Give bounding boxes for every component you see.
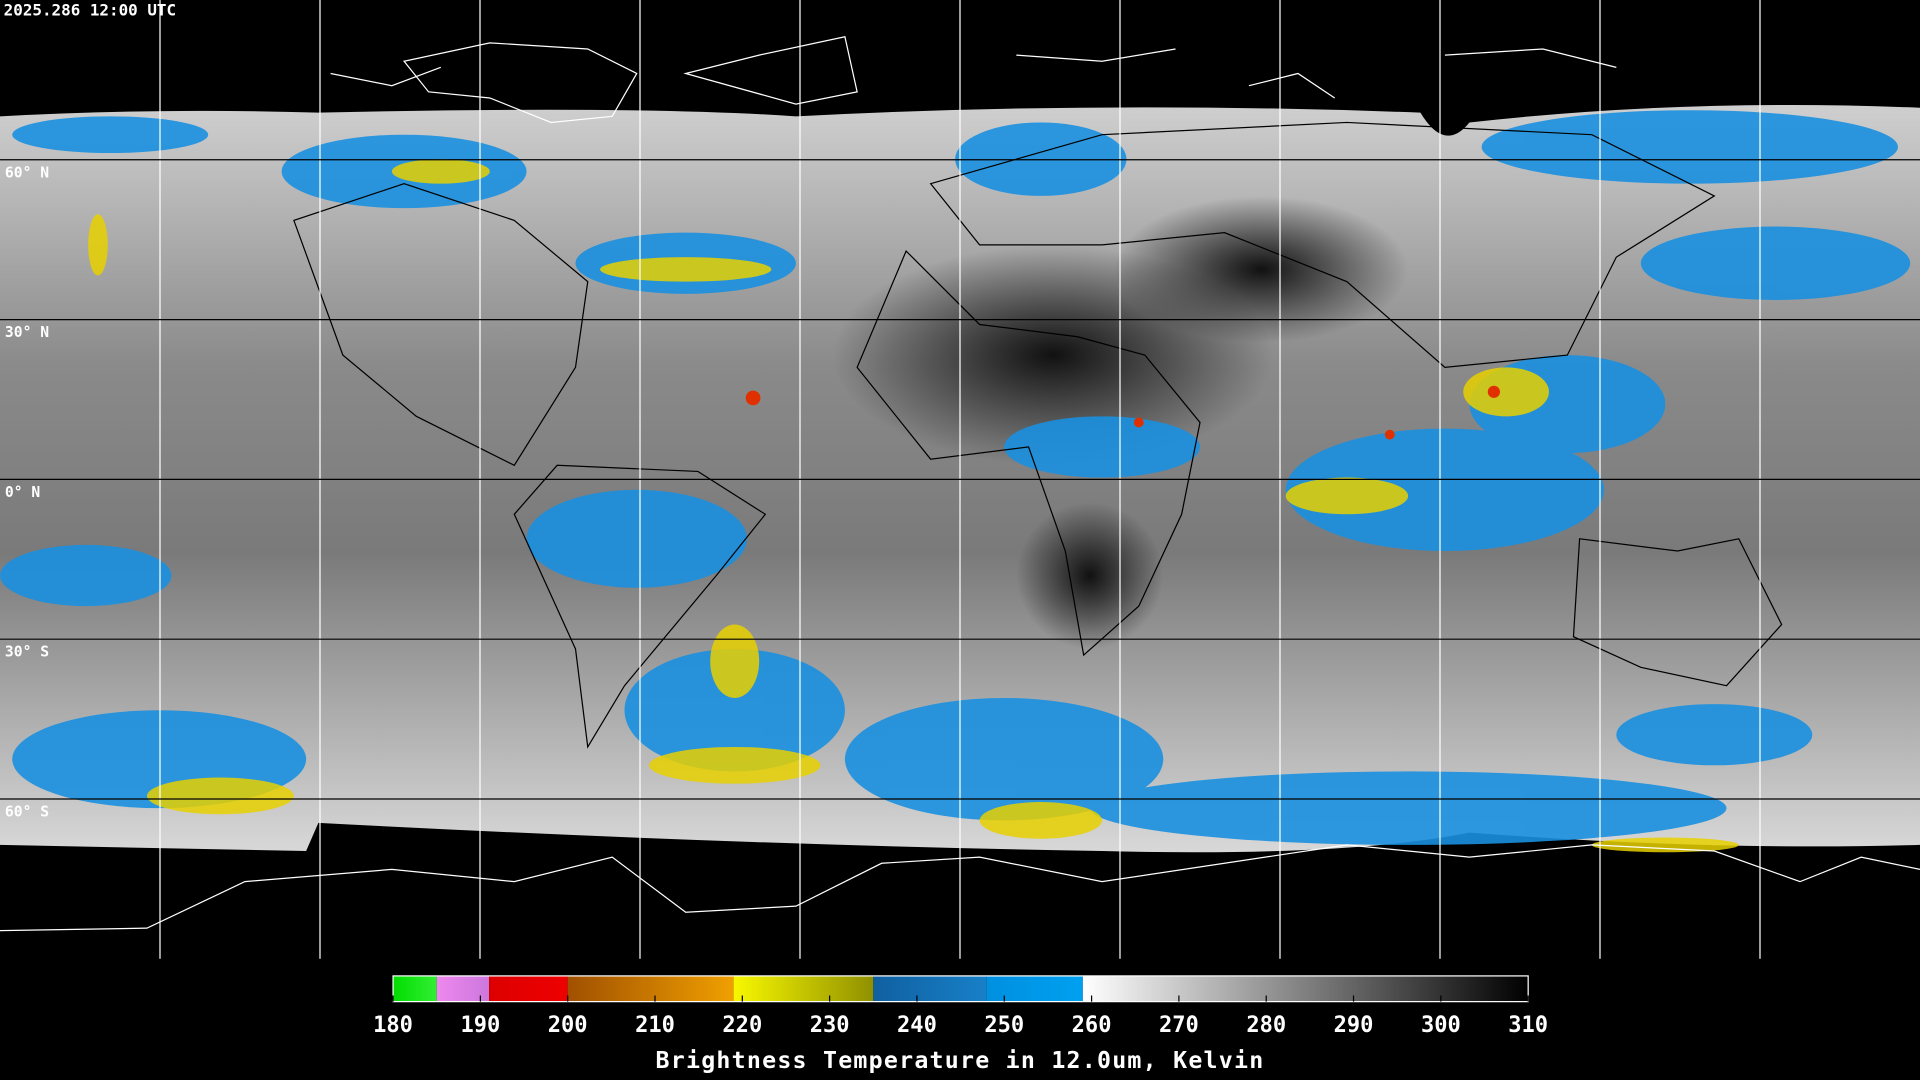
- lat-label: 30° N: [5, 324, 49, 341]
- lat-label: 0° N: [5, 484, 40, 501]
- colorbar: 180 190 200 210 220 230 240 250 260 270 280 290 300 3…: [373, 975, 1548, 1038]
- colorbar-tick-label: 300: [1421, 1013, 1461, 1038]
- colorbar-tick-label: 220: [722, 1013, 762, 1038]
- colorbar-segment: [873, 975, 987, 1002]
- colorbar-tick-label: 290: [1334, 1013, 1374, 1038]
- colorbar-tick-label: 240: [897, 1013, 937, 1038]
- colorbar-tick-label: 180: [373, 1013, 413, 1038]
- colorbar-title: Brightness Temperature in 12.0um, Kelvin: [656, 1047, 1265, 1074]
- colorbar-tick-label: 200: [548, 1013, 588, 1038]
- colorbar-tick-label: 310: [1508, 1013, 1548, 1038]
- colorbar-tick-label: 230: [810, 1013, 850, 1038]
- colorbar-segment: [393, 975, 437, 1002]
- colorbar-segment: [567, 975, 734, 1002]
- colorbar-tick-label: 280: [1246, 1013, 1286, 1038]
- lat-label: 60° S: [5, 803, 49, 820]
- colorbar-tick-label: 210: [635, 1013, 675, 1038]
- colorbar-segment: [986, 975, 1083, 1002]
- colorbar-segment: [489, 975, 568, 1002]
- timestamp: 2025.286 12:00 UTC: [4, 1, 176, 20]
- colorbar-segment: [1082, 975, 1529, 1002]
- colorbar-frame: [392, 975, 1529, 1003]
- lat-label: 30° S: [5, 644, 49, 661]
- colorbar-segment: [436, 975, 490, 1002]
- colorbar-tick-label: 250: [984, 1013, 1024, 1038]
- lat-label: 60° N: [5, 164, 49, 181]
- colorbar-segment: [733, 975, 874, 1002]
- graticule: 60° N 30° N 0° N 30° S 60° S: [4, 0, 1761, 959]
- colorbar-tick-label: 270: [1159, 1013, 1199, 1038]
- colorbar-tick-label: 190: [460, 1013, 500, 1038]
- colorbar-tick-label: 260: [1072, 1013, 1112, 1038]
